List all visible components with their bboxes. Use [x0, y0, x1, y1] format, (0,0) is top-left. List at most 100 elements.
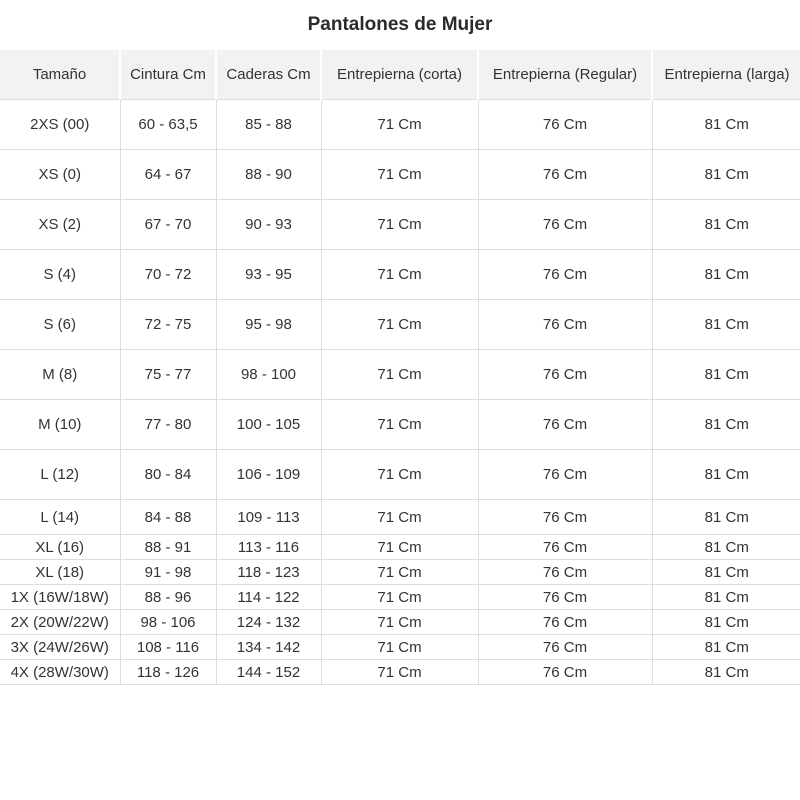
inseam-short-cell: 71 Cm — [320, 249, 479, 300]
size-cell: S (6) — [0, 299, 121, 350]
table-row: 2X (20W/22W) 98 - 106 124 - 132 71 Cm 76… — [0, 609, 800, 635]
inseam-long-cell: 81 Cm — [651, 449, 800, 500]
table-row: L (14) 84 - 88 109 - 113 71 Cm 76 Cm 81 … — [0, 499, 800, 535]
size-cell: S (4) — [0, 249, 121, 300]
table-row: S (6) 72 - 75 95 - 98 71 Cm 76 Cm 81 Cm — [0, 299, 800, 350]
inseam-long-cell: 81 Cm — [651, 349, 800, 400]
inseam-short-cell: 71 Cm — [320, 499, 479, 535]
size-chart-table: Tamaño Cintura Cm Caderas Cm Entrepierna… — [0, 50, 800, 685]
waist-cell: 77 - 80 — [119, 399, 217, 450]
inseam-regular-cell: 76 Cm — [477, 634, 653, 660]
table-row: XL (18) 91 - 98 118 - 123 71 Cm 76 Cm 81… — [0, 559, 800, 585]
hips-cell: 95 - 98 — [215, 299, 322, 350]
inseam-regular-cell: 76 Cm — [477, 584, 653, 610]
table-row: M (8) 75 - 77 98 - 100 71 Cm 76 Cm 81 Cm — [0, 349, 800, 400]
inseam-long-cell: 81 Cm — [651, 609, 800, 635]
table-row: XS (2) 67 - 70 90 - 93 71 Cm 76 Cm 81 Cm — [0, 199, 800, 250]
inseam-long-cell: 81 Cm — [651, 149, 800, 200]
inseam-long-cell: 81 Cm — [651, 559, 800, 585]
hips-cell: 118 - 123 — [215, 559, 322, 585]
hips-cell: 90 - 93 — [215, 199, 322, 250]
inseam-short-cell: 71 Cm — [320, 349, 479, 400]
hips-cell: 100 - 105 — [215, 399, 322, 450]
size-cell: L (12) — [0, 449, 121, 500]
inseam-long-cell: 81 Cm — [651, 584, 800, 610]
size-cell: XL (16) — [0, 534, 121, 560]
inseam-regular-cell: 76 Cm — [477, 449, 653, 500]
table-row: 4X (28W/30W) 118 - 126 144 - 152 71 Cm 7… — [0, 659, 800, 685]
waist-cell: 72 - 75 — [119, 299, 217, 350]
inseam-short-cell: 71 Cm — [320, 399, 479, 450]
inseam-long-cell: 81 Cm — [651, 634, 800, 660]
waist-cell: 98 - 106 — [119, 609, 217, 635]
waist-cell: 88 - 91 — [119, 534, 217, 560]
table-row: S (4) 70 - 72 93 - 95 71 Cm 76 Cm 81 Cm — [0, 249, 800, 300]
table-row: 2XS (00) 60 - 63,5 85 - 88 71 Cm 76 Cm 8… — [0, 99, 800, 150]
inseam-short-cell: 71 Cm — [320, 584, 479, 610]
inseam-regular-cell: 76 Cm — [477, 559, 653, 585]
size-cell: M (8) — [0, 349, 121, 400]
inseam-regular-cell: 76 Cm — [477, 299, 653, 350]
inseam-regular-cell: 76 Cm — [477, 249, 653, 300]
waist-cell: 80 - 84 — [119, 449, 217, 500]
hips-cell: 106 - 109 — [215, 449, 322, 500]
inseam-short-cell: 71 Cm — [320, 609, 479, 635]
table-row: L (12) 80 - 84 106 - 109 71 Cm 76 Cm 81 … — [0, 449, 800, 500]
size-cell: XL (18) — [0, 559, 121, 585]
waist-cell: 67 - 70 — [119, 199, 217, 250]
waist-cell: 84 - 88 — [119, 499, 217, 535]
inseam-long-cell: 81 Cm — [651, 249, 800, 300]
size-cell: 1X (16W/18W) — [0, 584, 121, 610]
inseam-long-cell: 81 Cm — [651, 659, 800, 685]
inseam-short-cell: 71 Cm — [320, 534, 479, 560]
inseam-long-cell: 81 Cm — [651, 499, 800, 535]
size-cell: 2X (20W/22W) — [0, 609, 121, 635]
hips-cell: 85 - 88 — [215, 99, 322, 150]
column-header-inseam-long: Entrepierna (larga) — [651, 50, 800, 100]
hips-cell: 144 - 152 — [215, 659, 322, 685]
size-cell: L (14) — [0, 499, 121, 535]
page-title: Pantalones de Mujer — [307, 14, 493, 35]
size-cell: 3X (24W/26W) — [0, 634, 121, 660]
waist-cell: 70 - 72 — [119, 249, 217, 300]
inseam-long-cell: 81 Cm — [651, 199, 800, 250]
column-header-waist: Cintura Cm — [119, 50, 217, 100]
inseam-regular-cell: 76 Cm — [477, 659, 653, 685]
inseam-regular-cell: 76 Cm — [477, 534, 653, 560]
header-row: Tamaño Cintura Cm Caderas Cm Entrepierna… — [0, 50, 800, 100]
inseam-regular-cell: 76 Cm — [477, 149, 653, 200]
size-cell: 2XS (00) — [0, 99, 121, 150]
hips-cell: 114 - 122 — [215, 584, 322, 610]
hips-cell: 113 - 116 — [215, 534, 322, 560]
hips-cell: 124 - 132 — [215, 609, 322, 635]
inseam-long-cell: 81 Cm — [651, 299, 800, 350]
table-row: 3X (24W/26W) 108 - 116 134 - 142 71 Cm 7… — [0, 634, 800, 660]
waist-cell: 118 - 126 — [119, 659, 217, 685]
inseam-short-cell: 71 Cm — [320, 634, 479, 660]
inseam-short-cell: 71 Cm — [320, 199, 479, 250]
table-row: M (10) 77 - 80 100 - 105 71 Cm 76 Cm 81 … — [0, 399, 800, 450]
table-row: XS (0) 64 - 67 88 - 90 71 Cm 76 Cm 81 Cm — [0, 149, 800, 200]
hips-cell: 98 - 100 — [215, 349, 322, 400]
table-row: XL (16) 88 - 91 113 - 116 71 Cm 76 Cm 81… — [0, 534, 800, 560]
column-header-inseam-regular: Entrepierna (Regular) — [477, 50, 653, 100]
waist-cell: 88 - 96 — [119, 584, 217, 610]
waist-cell: 91 - 98 — [119, 559, 217, 585]
inseam-regular-cell: 76 Cm — [477, 99, 653, 150]
inseam-short-cell: 71 Cm — [320, 559, 479, 585]
inseam-short-cell: 71 Cm — [320, 449, 479, 500]
size-cell: 4X (28W/30W) — [0, 659, 121, 685]
column-header-hips: Caderas Cm — [215, 50, 322, 100]
column-header-inseam-short: Entrepierna (corta) — [320, 50, 479, 100]
inseam-short-cell: 71 Cm — [320, 99, 479, 150]
waist-cell: 64 - 67 — [119, 149, 217, 200]
waist-cell: 108 - 116 — [119, 634, 217, 660]
hips-cell: 109 - 113 — [215, 499, 322, 535]
inseam-short-cell: 71 Cm — [320, 659, 479, 685]
waist-cell: 60 - 63,5 — [119, 99, 217, 150]
inseam-regular-cell: 76 Cm — [477, 399, 653, 450]
inseam-long-cell: 81 Cm — [651, 534, 800, 560]
hips-cell: 134 - 142 — [215, 634, 322, 660]
inseam-regular-cell: 76 Cm — [477, 609, 653, 635]
table-row: 1X (16W/18W) 88 - 96 114 - 122 71 Cm 76 … — [0, 584, 800, 610]
